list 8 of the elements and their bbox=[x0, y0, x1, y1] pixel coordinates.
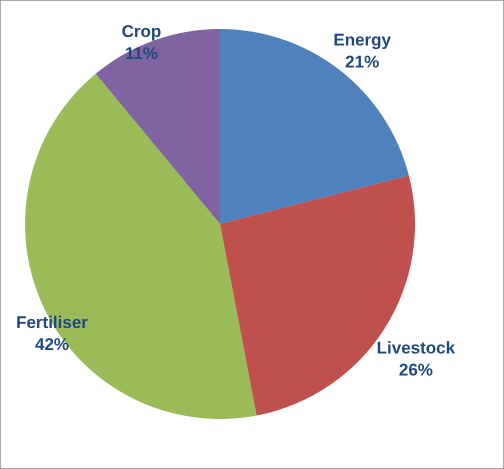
slice-label: Energy bbox=[333, 30, 392, 50]
data-label: 42% bbox=[34, 334, 70, 354]
pie-slice bbox=[220, 29, 409, 224]
data-label: 26% bbox=[398, 360, 433, 380]
data-label: 21% bbox=[345, 52, 380, 72]
data-label: 11% bbox=[124, 44, 158, 63]
slice-label: Crop bbox=[122, 22, 162, 41]
slice-label: Livestock bbox=[376, 338, 456, 358]
